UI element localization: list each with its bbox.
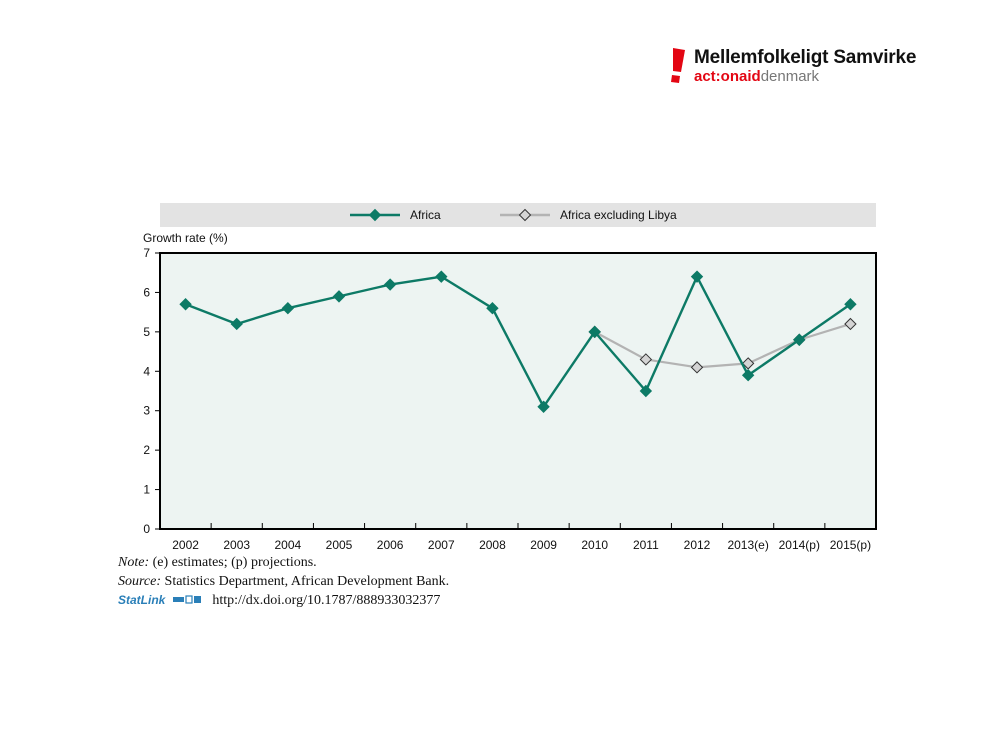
note-label: Note: — [118, 555, 150, 570]
x-tick-label: 2002 — [172, 538, 199, 552]
data-point — [844, 317, 857, 331]
x-tick-label: 2011 — [633, 538, 659, 552]
y-tick-label: 0 — [143, 522, 150, 536]
logo-subtitle-brand: act:onaid — [694, 68, 761, 85]
series-line — [185, 275, 852, 408]
x-tick-label: 2004 — [275, 538, 302, 552]
logo-subtitle-country: denmark — [760, 68, 820, 85]
note-text: (e) estimates; (p) projections. — [152, 555, 317, 570]
statlink-icon — [172, 595, 201, 604]
data-point — [332, 290, 346, 303]
x-tick-label: 2006 — [377, 538, 404, 552]
x-axis-ticks: 2002 2003 2004 2005 2006 2007 2008 2009 2010 2011… — [172, 523, 871, 552]
data-point — [588, 325, 601, 339]
source-label: Source: — [118, 574, 162, 589]
data-point — [741, 369, 755, 382]
x-tick-label: 2005 — [326, 538, 353, 552]
data-point — [537, 400, 550, 413]
data-point — [281, 301, 295, 315]
legend-label: Africa excluding Libya — [560, 208, 677, 222]
x-tick-label: 2007 — [428, 538, 455, 552]
x-tick-label: 2010 — [581, 538, 608, 552]
data-point — [793, 333, 806, 346]
exclamation-mark-icon — [671, 48, 685, 83]
chart-legend: Africa Africa excluding Libya — [350, 208, 677, 222]
y-tick-label: 6 — [143, 285, 150, 299]
y-axis-title: Growth rate (%) — [143, 231, 228, 245]
legend-marker — [368, 208, 382, 222]
x-tick-label: 2015(p) — [830, 538, 871, 552]
y-tick-label: 7 — [143, 246, 150, 260]
x-tick-label: 2003 — [223, 538, 250, 552]
legend-marker — [518, 208, 532, 222]
note-line: Note: (e) estimates; (p) projections. — [118, 553, 449, 572]
series-line — [594, 322, 851, 369]
y-tick-label: 1 — [143, 483, 150, 497]
data-point — [690, 361, 704, 374]
x-tick-label: 2009 — [530, 538, 557, 552]
data-point — [230, 317, 243, 331]
statlink-label: StatLink — [118, 593, 166, 607]
x-tick-label: 2013(e) — [727, 538, 768, 552]
data-point — [179, 298, 192, 311]
source-text: Statistics Department, African Developme… — [164, 574, 450, 589]
x-tick-label: 2012 — [684, 538, 711, 552]
data-point — [383, 278, 397, 291]
x-tick-label: 2008 — [479, 538, 506, 552]
data-point — [690, 270, 704, 283]
source-line: Source: Statistics Department, African D… — [118, 572, 449, 591]
y-tick-label: 3 — [143, 404, 150, 418]
data-point — [639, 384, 653, 398]
y-tick-label: 4 — [143, 364, 150, 378]
data-point — [435, 270, 448, 283]
logo-subtitle: act:onaiddenmark — [694, 68, 819, 85]
data-point — [639, 353, 653, 366]
organisation-logo: Mellemfolkeligt Samvirke act:onaiddenmar… — [668, 44, 958, 88]
data-point — [486, 301, 499, 315]
statlink-url[interactable]: http://dx.doi.org/10.1787/888933032377 — [212, 593, 441, 608]
statlink-line: StatLink http://dx.doi.org/10.1787/88893… — [118, 591, 449, 610]
data-point — [741, 357, 755, 370]
logo-title: Mellemfolkeligt Samvirke — [694, 47, 917, 68]
y-tick-label: 2 — [143, 443, 150, 457]
data-point — [844, 298, 857, 311]
chart-notes: Note: (e) estimates; (p) projections. So… — [118, 553, 449, 610]
legend-label: Africa — [410, 208, 441, 222]
y-axis-ticks: 0 1 2 3 4 5 6 7 — [143, 246, 160, 536]
x-tick-label: 2014(p) — [779, 538, 820, 552]
plot-area — [159, 252, 877, 530]
y-tick-label: 5 — [143, 325, 150, 339]
chart-series — [179, 270, 857, 413]
